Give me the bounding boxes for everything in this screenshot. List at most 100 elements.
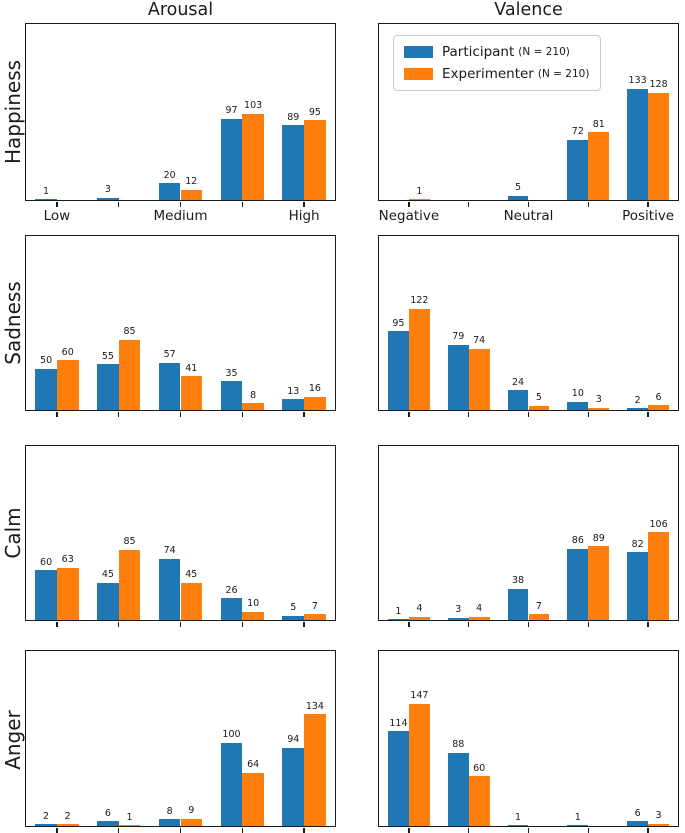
bar-value-label: 16 (308, 383, 321, 395)
x-axis-tick (587, 828, 590, 833)
bar-participant (158, 362, 181, 410)
bar-value-label: 10 (247, 598, 260, 610)
bar-participant (507, 390, 529, 410)
bar-experimenter (242, 113, 264, 200)
bar-experimenter (648, 532, 670, 620)
x-axis-tick (647, 412, 649, 417)
bar-value-label: 64 (247, 759, 260, 771)
bar-value-label: 1 (126, 811, 133, 823)
bar-participant (158, 558, 181, 620)
bar-value-label: 6 (655, 391, 662, 403)
chart-calm-arousal: 60 45 74 26 5 63 85 45 10 7 (25, 445, 336, 627)
bar-value-label: 60 (473, 762, 486, 774)
bar-value-label: 134 (305, 700, 324, 712)
bar-value-label: 45 (185, 569, 198, 581)
bar-value-label: 9 (188, 805, 195, 816)
bar-value-label: 60 (61, 346, 74, 358)
bar-participant (627, 408, 649, 410)
x-axis-tick (179, 202, 182, 207)
bar-value-label: 1 (43, 185, 50, 197)
bar-participant (627, 88, 649, 200)
bar-experimenter (56, 360, 79, 410)
row-label-happiness: Happiness (1, 59, 25, 165)
x-axis-tick (56, 622, 58, 627)
x-axis-tick (408, 412, 410, 417)
participant-color-swatch (404, 46, 433, 58)
chart-happiness-arousal: 1 3 20 97 89 12 103 95 Low Medium High (25, 23, 336, 224)
column-title-arousal: Arousal (147, 0, 214, 20)
bar-value-label: 3 (104, 184, 111, 195)
bar-value-label: 5 (535, 392, 542, 404)
bar-value-label: 81 (592, 118, 605, 130)
bar-value-label: 5 (515, 182, 522, 194)
bar-value-label: 63 (61, 554, 74, 566)
bar-participant (35, 824, 57, 826)
bar-participant (447, 752, 469, 826)
bar-value-label: 72 (571, 126, 584, 138)
bar-value-label: 1 (395, 605, 402, 617)
bar-value-label: 82 (631, 538, 644, 550)
bar-value-label: 95 (392, 317, 405, 329)
bar-value-label: 50 (40, 355, 53, 367)
chart-sadness-valence: 95 79 24 10 2 122 74 5 3 6 (378, 235, 679, 417)
bar-value-label: 147 (410, 690, 429, 701)
bar-value-label: 4 (416, 603, 423, 615)
x-tick-label: High (288, 208, 320, 224)
bar-value-label: 1 (515, 811, 522, 823)
bar-value-label: 95 (308, 106, 321, 118)
bar-experimenter (408, 199, 430, 200)
bar-experimenter (242, 772, 264, 826)
x-axis-tick (527, 622, 530, 627)
bar-participant (567, 548, 589, 620)
bar-experimenter (118, 549, 141, 620)
bar-value-label: 74 (163, 545, 176, 557)
bar-value-label: 10 (571, 388, 584, 400)
bar-participant (158, 819, 181, 826)
x-axis-tick (241, 412, 244, 417)
bar-participant (220, 742, 243, 826)
bar-participant (97, 364, 119, 410)
bar-value-label: 128 (649, 79, 668, 91)
x-axis-tick (647, 622, 649, 627)
bar-value-label: 55 (101, 350, 114, 362)
chart-anger-valence: 114 88 1 1 6 147 60 3 (378, 650, 679, 833)
x-axis-tick (587, 412, 590, 417)
bar-value-label: 38 (511, 575, 525, 587)
bar-participant (627, 552, 649, 620)
bar-value-label: 97 (225, 105, 238, 117)
chart-sadness-arousal: 50 55 57 35 13 60 85 41 8 16 (25, 235, 336, 417)
x-axis-tick (303, 622, 305, 627)
bar-value-label: 74 (473, 335, 486, 347)
bar-participant (447, 617, 469, 620)
bar-value-label: 6 (104, 807, 111, 819)
bar-participant (507, 825, 529, 826)
bar-value-label: 3 (595, 394, 602, 406)
bar-experimenter (648, 405, 670, 410)
legend: Participant (N = 210) Experimenter (N = … (393, 35, 602, 91)
bar-participant (387, 619, 409, 620)
bar-value-label: 26 (225, 584, 238, 596)
bar-experimenter (528, 614, 550, 620)
chart-anger-arousal: 2 6 8 100 94 2 1 9 64 134 (25, 650, 336, 833)
bar-experimenter (304, 614, 326, 620)
bar-value-label: 60 (40, 556, 53, 568)
bar-value-label: 1 (416, 185, 423, 197)
bar-participant (507, 195, 529, 200)
x-axis-tick (56, 828, 58, 833)
bar-value-label: 89 (287, 111, 300, 123)
bar-value-label: 3 (455, 604, 462, 616)
bar-experimenter (588, 407, 610, 410)
bar-experimenter (528, 405, 550, 410)
bar-value-label: 24 (511, 376, 525, 388)
x-axis-tick (647, 202, 649, 207)
x-axis-tick (408, 202, 410, 207)
bar-participant (282, 615, 305, 620)
x-axis-tick (527, 828, 530, 833)
bar-value-label: 35 (225, 367, 238, 379)
bar-participant (35, 570, 57, 620)
x-axis-tick (179, 828, 182, 833)
bar-value-label: 94 (287, 734, 300, 746)
bar-participant (627, 821, 649, 826)
bar-value-label: 2 (64, 810, 71, 822)
x-axis-tick (117, 622, 120, 627)
